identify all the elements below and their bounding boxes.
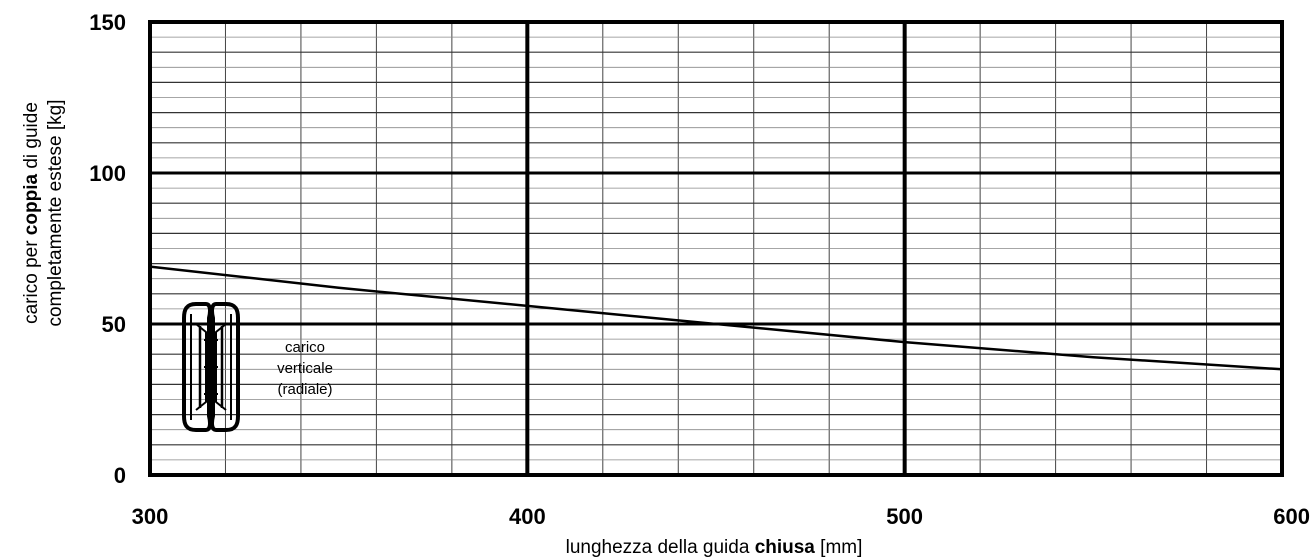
major-grid [150, 22, 1282, 475]
annotation-line-3: (radiale) [277, 381, 332, 398]
x-axis-label: lunghezza della guida chiusa [mm] [566, 537, 863, 558]
x-tick-label: 400 [509, 504, 546, 529]
y-tick-labels: 0 50 100 150 [89, 10, 126, 488]
x-tick-labels: 300 400 500 600 [132, 504, 1310, 529]
y-tick-label: 150 [89, 10, 126, 35]
annotation-line-1: carico [285, 339, 325, 356]
y-axis-label-line1: carico per coppia di guide [21, 102, 42, 324]
x-tick-label: 600 [1273, 504, 1310, 529]
y-tick-label: 0 [114, 463, 126, 488]
y-tick-label: 100 [89, 161, 126, 186]
x-tick-label: 500 [886, 504, 923, 529]
plot-frame [148, 20, 1284, 477]
y-axis-label: carico per coppia di guide completamente… [21, 99, 66, 326]
series-layer [149, 265, 1283, 371]
y-axis-label-line2: completamente estese [kg] [45, 99, 66, 326]
x-tick-label: 300 [132, 504, 169, 529]
y-tick-label: 50 [102, 312, 126, 337]
minor-grid [150, 22, 1282, 475]
series-line-0 [149, 265, 1283, 371]
guide-rail-cross-section-icon [182, 302, 240, 432]
plot-border [148, 20, 1284, 477]
annotation-line-2: verticale [277, 360, 333, 377]
